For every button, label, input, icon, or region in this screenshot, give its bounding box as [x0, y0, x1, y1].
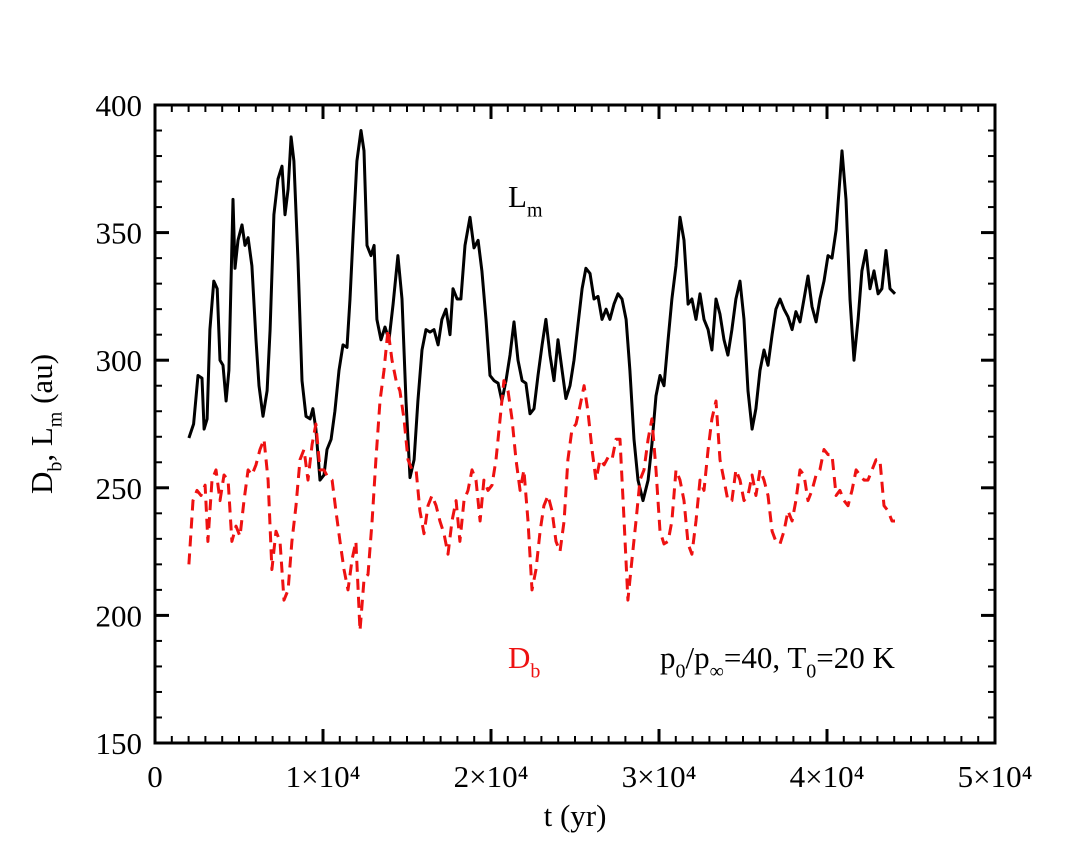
- subscript: b: [530, 660, 540, 682]
- y-axis-label: Db, Lm (au): [24, 354, 66, 494]
- annotation: p0/p∞=40, T0=20 K: [660, 640, 895, 682]
- x-tick-label: 5×10⁴: [958, 759, 1033, 794]
- text-part: /p: [686, 640, 710, 675]
- subscript: b: [44, 462, 66, 472]
- y-tick-label: 150: [96, 726, 143, 761]
- text-part: , L: [24, 427, 59, 461]
- y-tick-label: 400: [96, 88, 143, 123]
- series-line: [187, 129, 897, 503]
- text-part: D: [508, 640, 530, 675]
- x-tick-label: 3×10⁴: [622, 759, 697, 794]
- x-tick-label: 2×10⁴: [454, 759, 529, 794]
- x-axis-label: t (yr): [544, 798, 607, 833]
- y-tick-label: 300: [96, 343, 143, 378]
- subscript: 0: [676, 660, 686, 682]
- x-tick-label: 1×10⁴: [286, 759, 361, 794]
- text-part: =20 K: [816, 640, 895, 675]
- x-tick-label: 4×10⁴: [790, 759, 865, 794]
- subscript: m: [527, 199, 543, 221]
- text-part: (au): [24, 354, 59, 412]
- subscript: 0: [806, 660, 816, 682]
- text-part: p: [660, 640, 676, 675]
- text-part: D: [24, 472, 59, 494]
- y-tick-label: 350: [96, 216, 143, 251]
- subscript: ∞: [710, 660, 724, 682]
- text-part: =40, T: [724, 640, 806, 675]
- y-tick-label: 250: [96, 471, 143, 506]
- annotation: Db: [508, 640, 540, 682]
- subscript: m: [44, 411, 66, 427]
- series-line: [187, 328, 895, 633]
- y-tick-label: 200: [96, 598, 143, 633]
- annotation: Lm: [508, 179, 543, 221]
- text-part: L: [508, 179, 527, 214]
- x-tick-label: 0: [147, 759, 163, 794]
